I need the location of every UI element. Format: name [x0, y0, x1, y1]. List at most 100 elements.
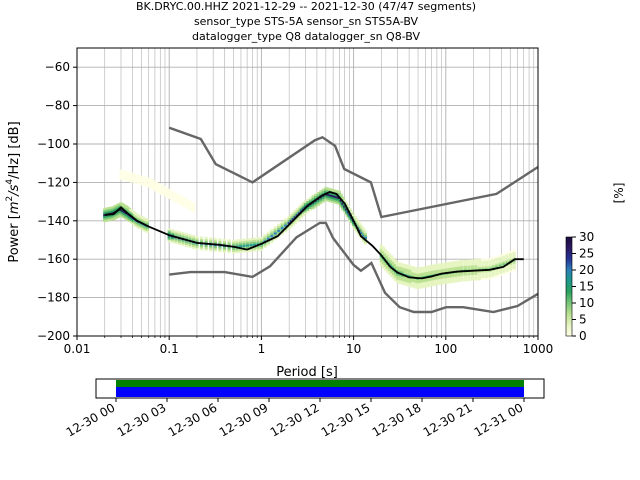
density-cell — [460, 267, 464, 270]
density-cell — [363, 232, 367, 235]
density-cell — [395, 265, 400, 269]
density-cell — [178, 198, 182, 201]
density-cell — [350, 222, 354, 225]
density-cell — [498, 256, 502, 259]
density-cell — [416, 267, 420, 270]
density-cell — [289, 225, 293, 228]
density-cell — [136, 178, 140, 181]
density-cell — [245, 244, 250, 247]
density-cell — [408, 273, 412, 276]
density-cell — [222, 250, 227, 253]
density-cell — [484, 271, 488, 275]
density-cell — [191, 206, 196, 209]
density-cell — [314, 205, 318, 208]
density-cell — [401, 276, 405, 280]
density-cell — [474, 270, 478, 273]
density-cell — [297, 215, 301, 219]
density-cell — [301, 204, 305, 207]
density-cell — [314, 193, 318, 197]
density-cell — [311, 206, 315, 210]
density-cell — [145, 226, 149, 229]
x-axis-ticks: 0.01 0.1 1 10 100 1000 — [64, 336, 553, 356]
density-cell — [171, 240, 175, 244]
density-cell — [411, 285, 415, 288]
density-cell — [447, 267, 452, 270]
density-cell — [387, 253, 392, 256]
density-cell — [467, 274, 471, 278]
density-cell — [341, 206, 345, 209]
density-cell — [413, 272, 418, 276]
density-cell — [481, 273, 485, 277]
density-cell — [184, 244, 189, 247]
density-cell — [245, 242, 250, 245]
density-cell — [435, 282, 439, 286]
density-cell — [321, 192, 325, 195]
density-cell — [174, 232, 178, 235]
density-cell — [303, 202, 307, 205]
density-cell — [421, 283, 425, 287]
density-cell — [178, 200, 182, 203]
density-cell — [488, 258, 492, 261]
density-cell — [421, 282, 425, 285]
density-cell — [421, 278, 425, 281]
density-cell — [474, 274, 478, 277]
density-cell — [199, 240, 204, 243]
density-cell — [495, 274, 499, 278]
density-cell — [171, 198, 175, 201]
density-cell — [145, 220, 149, 224]
density-cell — [502, 266, 506, 270]
density-cell — [498, 262, 502, 265]
density-cell — [467, 259, 471, 262]
density-cell — [149, 182, 153, 186]
density-cell — [358, 225, 362, 228]
density-cell — [126, 179, 130, 182]
density-cell — [423, 271, 427, 275]
density-cell — [325, 187, 330, 190]
density-cell — [432, 283, 437, 286]
density-cell — [165, 195, 169, 198]
density-cell — [235, 243, 239, 246]
density-cell — [435, 277, 439, 280]
density-cell — [418, 267, 422, 270]
density-cell — [213, 237, 217, 241]
density-cell — [295, 219, 299, 222]
density-cell — [358, 229, 362, 232]
x-tick-label: 0.01 — [64, 342, 91, 356]
density-cell — [174, 192, 178, 196]
density-cell — [457, 264, 461, 267]
density-cell — [423, 273, 427, 277]
density-cell — [157, 185, 161, 188]
density-cell — [287, 219, 291, 222]
density-cell — [280, 224, 284, 228]
density-cell — [147, 181, 151, 184]
density-cell — [418, 274, 422, 278]
density-cell — [441, 268, 445, 271]
density-cell — [477, 258, 481, 262]
density-cell — [195, 237, 199, 241]
density-cell — [403, 283, 407, 286]
density-cell — [457, 275, 461, 279]
density-cell — [227, 243, 231, 246]
density-cell — [395, 267, 400, 270]
density-cell — [444, 262, 448, 265]
density-cell — [418, 284, 422, 287]
density-cell — [191, 236, 196, 240]
density-cell — [454, 266, 458, 270]
density-cell — [122, 172, 127, 175]
density-cell — [502, 260, 506, 264]
density-cell — [348, 210, 352, 213]
density-cell — [336, 192, 340, 195]
time-coverage-bar — [95, 378, 545, 399]
density-cell — [181, 234, 185, 237]
density-cell — [460, 271, 464, 274]
density-cell — [383, 252, 388, 256]
density-cell — [413, 270, 418, 274]
density-cell — [401, 282, 405, 285]
density-cell — [350, 210, 354, 214]
density-cell — [204, 236, 208, 240]
density-cell — [308, 200, 313, 204]
density-cell — [408, 271, 412, 274]
density-cell — [363, 242, 367, 245]
density-cell — [460, 279, 464, 282]
density-cell — [174, 237, 178, 241]
